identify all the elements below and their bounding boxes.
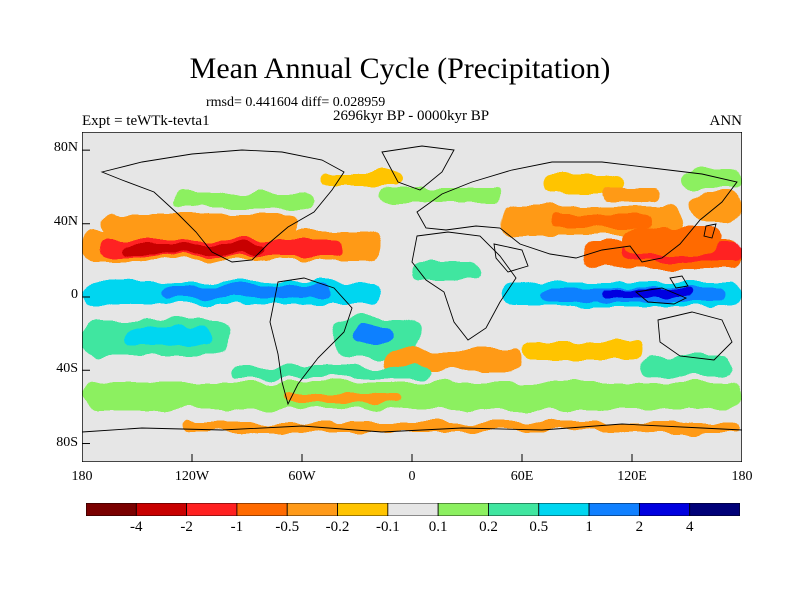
season-label: ANN	[709, 113, 743, 129]
longitude-tick-label: 0	[408, 469, 416, 484]
precip-anomaly-region	[522, 342, 642, 360]
colorbar	[86, 503, 740, 516]
longitude-tick-label: 120E	[617, 469, 647, 484]
latitude-tick-label: 40N	[53, 214, 78, 229]
colorbar-label: -4	[130, 519, 143, 535]
experiment-label: Expt = teWTk-tevta1	[82, 113, 210, 129]
precip-anomaly-region	[282, 394, 402, 404]
longitude-tick-label: 180	[731, 469, 753, 484]
precip-anomaly-region	[172, 192, 312, 208]
precip-anomaly-region	[382, 188, 502, 202]
colorbar-swatch	[337, 503, 389, 516]
colorbar-label: -0.5	[275, 519, 300, 535]
precip-anomaly-region	[322, 172, 402, 186]
stats-text: rmsd= 0.441604 diff= 0.028959	[206, 95, 386, 110]
precip-anomaly-region	[162, 286, 332, 298]
colorbar-swatch	[588, 503, 640, 516]
map-title: Mean Annual Cycle (Precipitation)	[189, 52, 611, 85]
colorbar-swatch	[437, 503, 489, 516]
precip-anomaly-region	[642, 356, 732, 376]
longitude-tick-label: 60E	[510, 469, 534, 484]
precip-anomaly-region	[682, 168, 742, 188]
colorbar-label: 2	[635, 519, 644, 535]
colorbar-swatch	[538, 503, 590, 516]
colorbar-swatch	[186, 503, 238, 516]
colorbar-label: -0.1	[375, 519, 400, 535]
colorbar-label: -1	[230, 519, 244, 535]
colorbar-swatch	[135, 503, 188, 516]
precipitation-field	[82, 168, 742, 432]
axis-ticks	[82, 149, 742, 462]
precip-anomaly-region	[122, 244, 262, 254]
precip-anomaly-region	[602, 188, 662, 202]
colorbar-swatch	[86, 503, 137, 516]
latitude-tick-label: 40S	[56, 361, 78, 376]
period-text: 2696kyr BP - 0000kyr BP	[332, 108, 490, 124]
colorbar-swatch	[236, 503, 288, 516]
colorbar-swatch	[638, 503, 691, 516]
longitude-tick-label: 60W	[288, 469, 316, 484]
precip-anomaly-region	[82, 382, 742, 410]
colorbar-swatch	[387, 503, 439, 516]
precip-anomaly-region	[122, 328, 212, 346]
precipitation-map	[82, 132, 742, 462]
precip-anomaly-region	[622, 228, 722, 254]
colorbar-swatch	[689, 503, 740, 516]
precip-anomaly-region	[382, 350, 522, 370]
precip-anomaly-region	[542, 176, 622, 194]
longitude-tick-label: 180	[71, 469, 93, 484]
colorbar-swatch	[488, 503, 540, 516]
precip-anomaly-region	[102, 214, 302, 236]
colorbar-label: -2	[180, 519, 193, 535]
colorbar-label: 0.2	[479, 519, 498, 535]
precip-anomaly-region	[352, 326, 392, 342]
precip-anomaly-region	[692, 192, 742, 222]
precip-anomaly-region	[412, 260, 482, 280]
coastlines	[82, 145, 742, 433]
precip-anomaly-region	[602, 290, 692, 298]
latitude-tick-label: 0	[71, 287, 78, 302]
latitude-tick-label: 80S	[56, 435, 78, 450]
precip-anomaly-region	[232, 366, 432, 378]
colorbar-label: 4	[685, 519, 694, 535]
colorbar-label: 0.1	[428, 519, 448, 535]
colorbar-label: -0.2	[325, 519, 350, 535]
colorbar-swatch	[286, 503, 338, 516]
colorbar-label: 0.5	[529, 519, 549, 535]
colorbar-label: 1	[585, 519, 593, 535]
precip-anomaly-region	[552, 214, 652, 228]
latitude-tick-label: 80N	[53, 140, 78, 155]
longitude-tick-label: 120W	[174, 469, 210, 484]
precip-anomaly-region	[182, 422, 742, 432]
